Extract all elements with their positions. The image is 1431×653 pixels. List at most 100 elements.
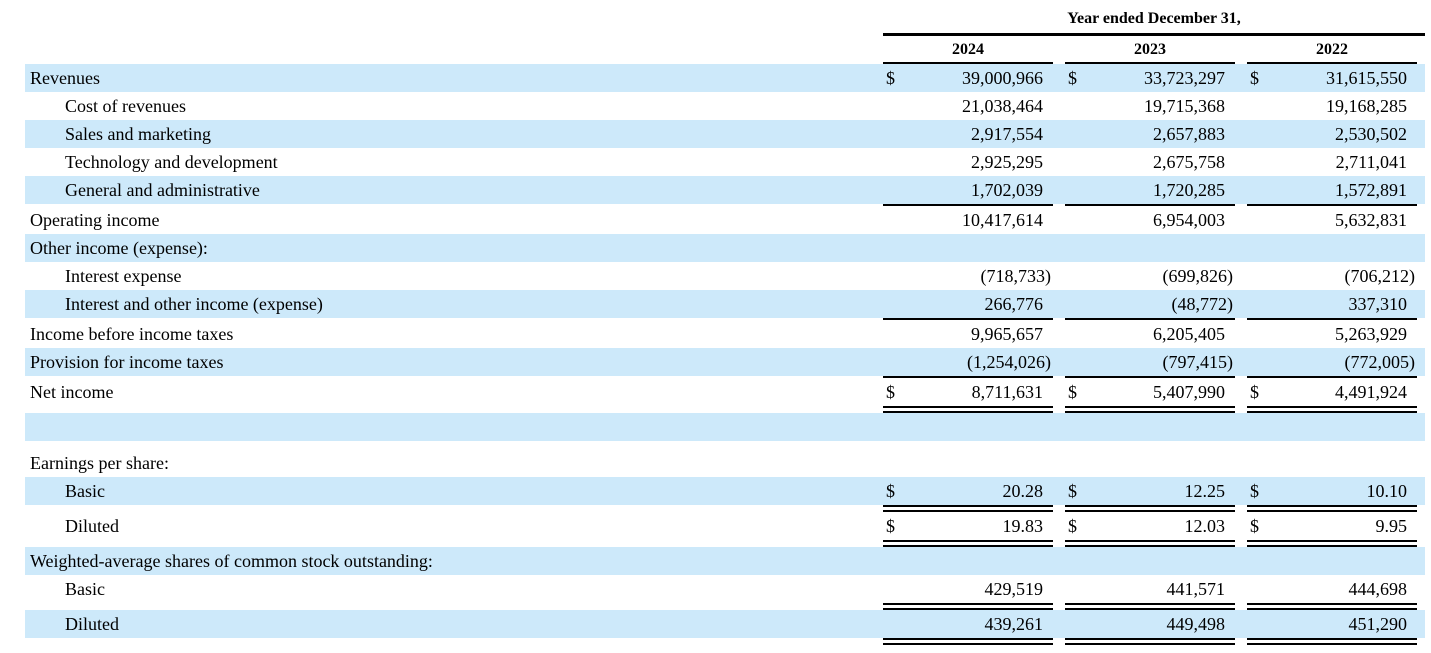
amount-cell: $19.83 [883, 512, 1053, 540]
year-header: 2022 [1247, 39, 1417, 64]
column-gap [1235, 64, 1247, 92]
amount-value: (706,212) [1344, 266, 1416, 286]
table-row: Provision for income taxes (1,254,026) (79… [25, 348, 1425, 378]
underline-segment [1247, 318, 1417, 320]
row-cells: Diluted 439,261 449,498 451,290 [25, 610, 1425, 638]
amount-cell: 2,917,554 [883, 120, 1053, 148]
amount-value: 33,723,297 [1144, 68, 1225, 88]
amount-value: (797,415) [1162, 352, 1234, 372]
right-padding [1417, 638, 1425, 645]
amount-cell: 6,205,405 [1065, 320, 1235, 348]
column-gap [1235, 406, 1247, 413]
amount-value: (48,772) [1171, 294, 1234, 314]
underline-segment [1065, 505, 1235, 512]
amount-value: 5,407,990 [1153, 382, 1225, 402]
right-padding [1417, 603, 1425, 610]
row-label: Other income (expense): [30, 238, 208, 258]
amount-cell: (699,826) [1065, 262, 1235, 290]
column-gap [1053, 449, 1065, 477]
amount-value: 19,715,368 [1144, 96, 1225, 116]
amount-cell: (1,254,026) [883, 348, 1053, 376]
amount-cell: 5,263,929 [1247, 320, 1417, 348]
column-gap [1053, 120, 1065, 148]
amount-value: 4,491,924 [1335, 382, 1407, 402]
right-padding [1417, 234, 1425, 262]
amount-cell: 9,965,657 [883, 320, 1053, 348]
underline-segment [1247, 204, 1417, 206]
amount-value: 2,925,295 [971, 152, 1043, 172]
header-label-spacer [25, 39, 883, 64]
amount-value: 31,615,550 [1326, 68, 1407, 88]
underline-label-spacer [25, 505, 883, 512]
column-gap [1053, 575, 1065, 603]
row-label: Interest expense [65, 266, 182, 286]
underline [25, 376, 1425, 378]
column-gap [1053, 512, 1065, 540]
underline-segment [1065, 204, 1235, 206]
row-label: Earnings per share: [30, 453, 169, 473]
amount-value: 2,675,758 [1153, 152, 1225, 172]
right-padding [1417, 348, 1425, 376]
row-label: Technology and development [65, 152, 278, 172]
column-gap [1053, 406, 1065, 413]
row-label: Cost of revenues [65, 96, 186, 116]
column-gap [1235, 512, 1247, 540]
amount-value: 337,310 [1348, 294, 1408, 314]
right-padding [1417, 290, 1425, 318]
amount-value: 429,519 [984, 579, 1044, 599]
underline [25, 204, 1425, 206]
row-cells: Other income (expense): [25, 234, 1425, 262]
amount-value: 8,711,631 [971, 382, 1043, 402]
right-padding [1417, 39, 1425, 64]
amount-cell: 2,657,883 [1065, 120, 1235, 148]
amount-cell [883, 547, 1053, 575]
amount-cell: 2,530,502 [1247, 120, 1417, 148]
amount-cell [1065, 547, 1235, 575]
amount-cell: 2,925,295 [883, 148, 1053, 176]
year-header: 2024 [883, 39, 1053, 64]
table-row: Basic 429,519 441,571 444,698 [25, 575, 1425, 610]
right-padding [1417, 610, 1425, 638]
year-headers-row: 2024 2023 2022 [25, 39, 1425, 64]
underline-segment [1065, 376, 1235, 378]
amount-value: 2,530,502 [1335, 124, 1407, 144]
underline-segment [883, 505, 1053, 512]
amount-cell: 266,776 [883, 290, 1053, 318]
column-gap [1053, 64, 1065, 92]
right-padding [1417, 575, 1425, 603]
column-gap [1235, 39, 1247, 64]
year-header: 2023 [1065, 39, 1235, 64]
column-gap [1053, 262, 1065, 290]
underline-segment [1247, 603, 1417, 610]
right-padding [1417, 505, 1425, 512]
table-row: Other income (expense): [25, 234, 1425, 262]
amount-cell: 19,715,368 [1065, 92, 1235, 120]
amount-cell: 10,417,614 [883, 206, 1053, 234]
row-cells: General and administrative 1,702,039 1,720… [25, 176, 1425, 204]
table-row: Cost of revenues 21,038,464 19,715,368 19,1… [25, 92, 1425, 120]
amount-value: 10,417,614 [962, 210, 1043, 230]
right-padding [1417, 540, 1425, 547]
table-row: Earnings per share: [25, 449, 1425, 477]
row-label: Income before income taxes [30, 324, 234, 344]
underline-segment [1065, 603, 1235, 610]
amount-cell: 441,571 [1065, 575, 1235, 603]
column-gap [1053, 603, 1065, 610]
right-padding [1417, 64, 1425, 92]
dollar-sign: $ [886, 481, 895, 501]
row-cells: Interest expense (718,733) (699,826) (706,2… [25, 262, 1425, 290]
dollar-sign: $ [886, 382, 895, 402]
column-gap [1235, 477, 1247, 505]
table-row: Basic $20.28 $12.25 $10.10 [25, 477, 1425, 512]
underline [25, 406, 1425, 413]
amount-cell: 429,519 [883, 575, 1053, 603]
dollar-sign: $ [1068, 481, 1077, 501]
underline-segment [883, 204, 1053, 206]
amount-value: 6,205,405 [1153, 324, 1225, 344]
amount-value: (718,733) [980, 266, 1052, 286]
underline-segment [1065, 638, 1235, 645]
amount-value: 5,263,929 [1335, 324, 1407, 344]
amount-cell [1247, 547, 1417, 575]
underline-segment [883, 406, 1053, 413]
underline-label-spacer [25, 540, 883, 547]
